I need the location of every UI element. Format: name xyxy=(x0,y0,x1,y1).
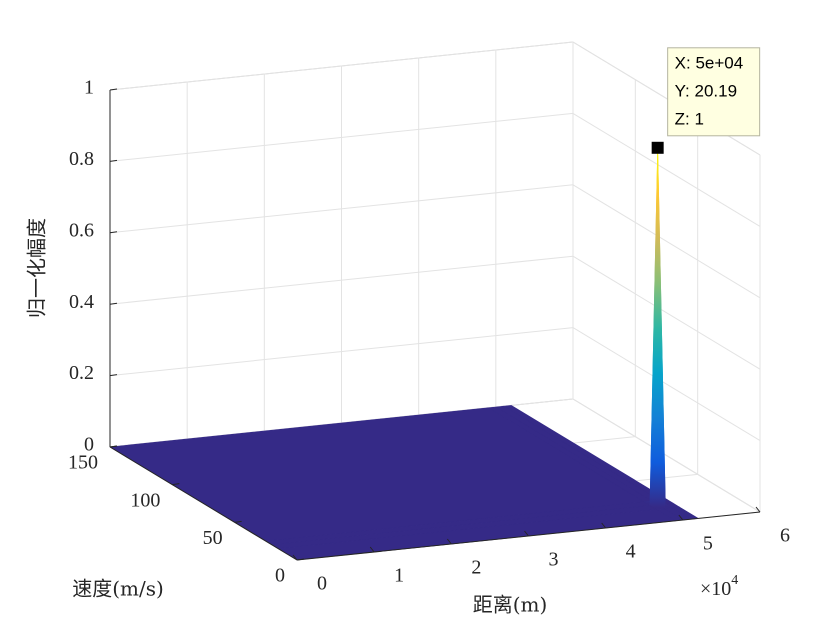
datatip-text: X: 5e+04 xyxy=(675,53,744,72)
grid-line xyxy=(572,327,761,442)
x-multiplier: ×104 xyxy=(700,573,738,599)
tick-mark xyxy=(172,483,180,486)
datatip-marker xyxy=(651,141,664,154)
grid-line xyxy=(572,255,761,370)
z-tick-label: 0.8 xyxy=(69,148,94,170)
tick-mark xyxy=(296,558,305,561)
y-tick-label: 50 xyxy=(203,527,223,549)
z-axis-label: 归一化幅度 xyxy=(25,218,49,318)
datatip-text: Y: 20.19 xyxy=(675,81,737,100)
x-multiplier-base: ×10 xyxy=(700,578,731,600)
tick-mark xyxy=(755,506,761,513)
y-tick-label: 0 xyxy=(275,565,285,587)
x-tick-label: 6 xyxy=(780,525,790,547)
x-tick-label: 2 xyxy=(471,557,481,579)
tick-mark xyxy=(109,159,118,162)
datatip-box xyxy=(667,47,761,137)
z-tick-label: 0.2 xyxy=(69,362,94,384)
y-tick-label: 150 xyxy=(68,452,98,474)
tick-mark xyxy=(678,514,684,521)
tick-mark xyxy=(109,445,118,448)
z-tick-label: 0 xyxy=(84,434,94,456)
tick-mark xyxy=(234,520,242,523)
surface xyxy=(109,147,699,561)
tick-mark xyxy=(109,231,118,234)
tick-mark xyxy=(109,374,118,377)
tick-mark xyxy=(524,530,529,537)
x-tick-label: 3 xyxy=(549,549,559,571)
grid-line xyxy=(109,327,574,377)
datatip-text: Z: 1 xyxy=(675,109,704,128)
z-tick-label: 0.4 xyxy=(69,291,94,313)
tick-mark xyxy=(369,546,375,553)
x-tick-label: 5 xyxy=(703,533,713,555)
tick-mark xyxy=(292,554,298,561)
grid-line xyxy=(109,255,574,305)
z-tick-label: 0.6 xyxy=(69,219,94,241)
x-tick-label: 4 xyxy=(626,541,636,563)
x-axis-label: 距离(m) xyxy=(473,593,548,617)
grid-line xyxy=(109,41,574,91)
z-tick-label: 1 xyxy=(84,77,94,99)
grid-line xyxy=(572,112,761,227)
grid-line xyxy=(572,398,761,513)
tick-mark xyxy=(446,538,452,545)
x-multiplier-exponent: 4 xyxy=(731,573,738,588)
grid-line xyxy=(109,184,574,234)
grid-line xyxy=(572,184,761,299)
tick-mark xyxy=(601,522,607,529)
y-axis-label: 速度(m/s) xyxy=(72,577,164,601)
grid-line xyxy=(109,112,574,162)
tick-mark xyxy=(109,302,118,305)
y-axis-line xyxy=(109,446,298,561)
x-tick-label: 0 xyxy=(317,573,327,595)
y-tick-label: 100 xyxy=(130,489,160,511)
x-tick-label: 1 xyxy=(394,565,404,587)
tick-mark xyxy=(109,88,118,91)
